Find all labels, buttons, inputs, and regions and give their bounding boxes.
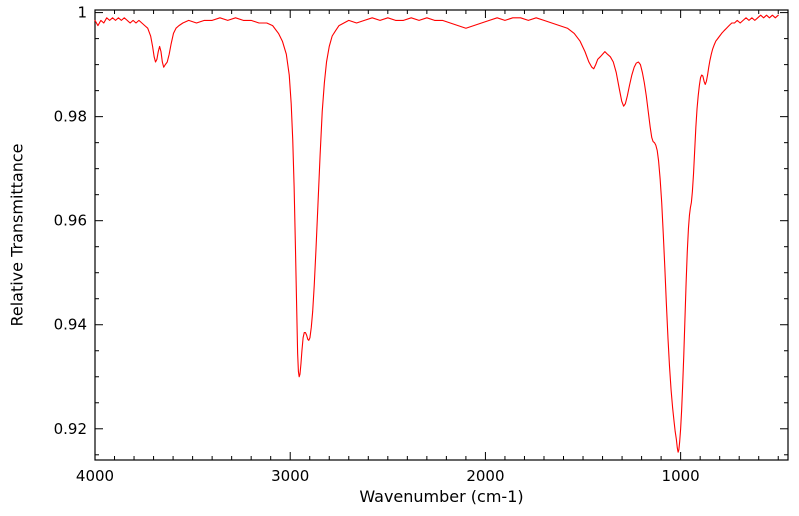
x-tick-label: 3000 [271,467,309,485]
x-tick-label: 2000 [466,467,504,485]
spectrum-line [94,14,779,453]
y-axis-title: Relative Transmittance [7,143,27,327]
y-tick-label: 0.96 [54,212,87,230]
x-tick-label: 1000 [662,467,700,485]
y-tick-label: 0.98 [54,108,87,126]
x-tick-label: 4000 [76,467,114,485]
y-tick-label: 0.94 [54,316,87,334]
y-tick-label: 0.92 [54,420,87,438]
y-tick-label: 1 [77,4,87,22]
plot-frame [94,9,789,461]
x-axis-title: Wavenumber (cm-1) [359,487,524,506]
